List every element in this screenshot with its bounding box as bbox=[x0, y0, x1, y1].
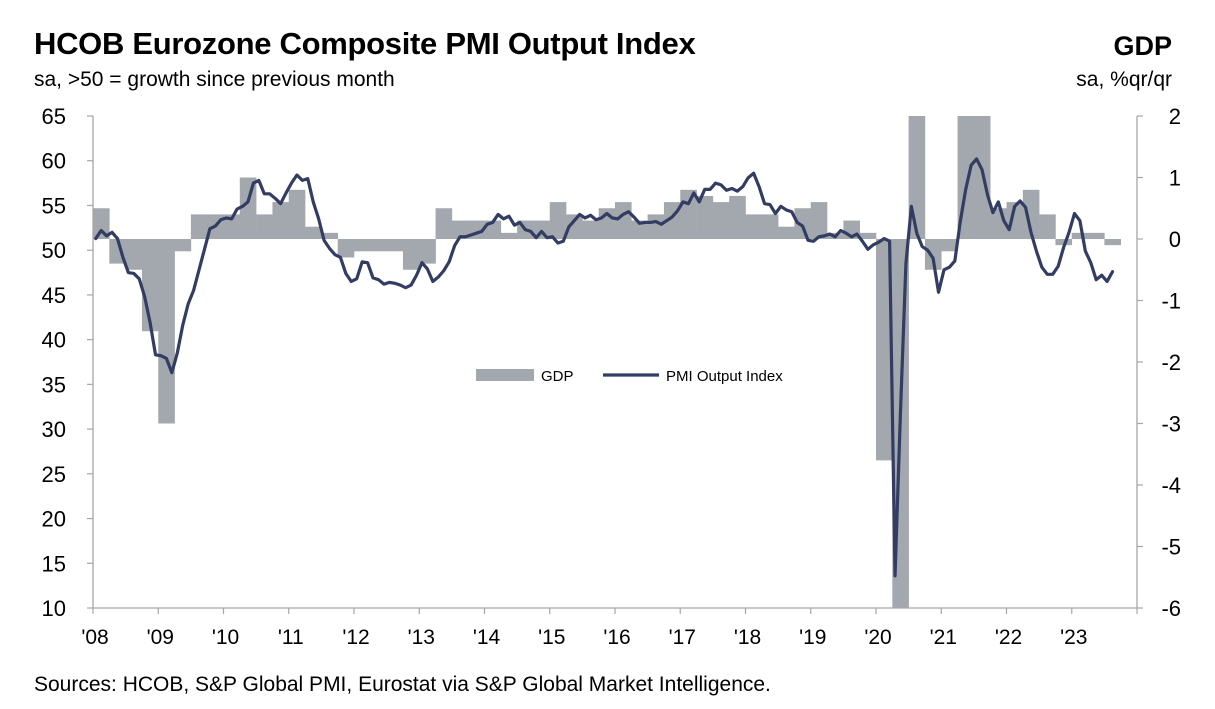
gdp-bar-2017Q1 bbox=[680, 189, 697, 239]
left-tick-label: 15 bbox=[42, 551, 66, 576]
gdp-bar-2016Q2 bbox=[631, 220, 648, 239]
x-tick-label: '21 bbox=[930, 626, 957, 649]
x-tick-label: '22 bbox=[995, 626, 1022, 649]
left-tick-label: 40 bbox=[42, 328, 66, 353]
right-tick-label: -6 bbox=[1161, 596, 1181, 621]
gdp-bar-2015Q3 bbox=[582, 220, 599, 239]
x-tick-label: '14 bbox=[473, 626, 501, 649]
gdp-bar-2017Q3 bbox=[712, 202, 730, 239]
gdp-bar-2015Q2 bbox=[566, 214, 583, 239]
left-tick-label: 10 bbox=[42, 596, 66, 621]
gdp-bar-2011Q1 bbox=[288, 189, 306, 239]
gdp-bar-2015Q1 bbox=[549, 202, 567, 239]
x-tick-label: '09 bbox=[147, 626, 174, 649]
right-tick-label: -3 bbox=[1161, 412, 1181, 437]
gdp-bar-2017Q2 bbox=[696, 195, 714, 239]
gdp-bar-2011Q3 bbox=[321, 232, 338, 239]
left-tick-label: 30 bbox=[42, 417, 66, 442]
x-tick-label: '08 bbox=[81, 626, 108, 649]
gdp-bar-2011Q2 bbox=[305, 226, 322, 239]
right-tick-label: -1 bbox=[1161, 289, 1181, 314]
right-tick-label: -5 bbox=[1161, 535, 1181, 560]
gdp-bar-2009Q3 bbox=[190, 214, 208, 239]
gdp-bar-2009Q2 bbox=[174, 239, 192, 252]
left-tick-label: 60 bbox=[42, 149, 66, 174]
gdp-bar-2018Q1 bbox=[745, 214, 763, 239]
x-tick-label: '17 bbox=[669, 626, 696, 649]
gdp-bar-2010Q4 bbox=[272, 202, 290, 239]
gdp-bar-2009Q1 bbox=[158, 239, 175, 424]
x-tick-label: '19 bbox=[799, 626, 826, 649]
left-tick-label: 35 bbox=[42, 372, 66, 397]
source-note: Sources: HCOB, S&P Global PMI, Eurostat … bbox=[34, 673, 771, 696]
x-tick-label: '18 bbox=[734, 626, 761, 649]
right-tick-label: -4 bbox=[1161, 473, 1181, 498]
gdp-bar-2013Q3 bbox=[451, 220, 469, 239]
gdp-bar-2012Q2 bbox=[370, 239, 387, 252]
gdp-bar-2019Q4 bbox=[859, 232, 877, 239]
gdp-bar-2011Q4 bbox=[337, 239, 355, 258]
right-axis-subtitle: sa, %qr/qr bbox=[1076, 68, 1172, 91]
pmi-layer bbox=[94, 157, 1115, 578]
right-tick-label: 2 bbox=[1169, 104, 1181, 129]
x-tick-label: '12 bbox=[342, 626, 369, 649]
chart-title: HCOB Eurozone Composite PMI Output Index bbox=[34, 26, 696, 61]
left-tick-label: 25 bbox=[42, 462, 66, 487]
legend-pmi-label: PMI Output Index bbox=[666, 368, 783, 385]
right-tick-label: 1 bbox=[1169, 166, 1181, 191]
x-tick-label: '15 bbox=[538, 626, 565, 649]
gdp-bar-2010Q1 bbox=[223, 214, 241, 239]
right-axis-title: GDP bbox=[1113, 31, 1172, 61]
gdp-bar-2016Q3 bbox=[647, 214, 665, 239]
gdp-bar-2019Q1 bbox=[810, 202, 828, 239]
pmi-output-line bbox=[94, 157, 1115, 578]
gdp-bar-2018Q3 bbox=[778, 226, 795, 239]
left-tick-label: 20 bbox=[42, 507, 66, 532]
legend-gdp-swatch bbox=[476, 369, 534, 381]
gdp-bar-2008Q3 bbox=[125, 239, 143, 270]
legend: GDP PMI Output Index bbox=[476, 368, 783, 385]
gdp-bar-2010Q3 bbox=[256, 214, 273, 239]
right-tick-label: 0 bbox=[1169, 227, 1181, 252]
gdp-bar-2012Q3 bbox=[386, 239, 404, 252]
gdp-bar-2023Q3 bbox=[1104, 239, 1121, 246]
gdp-bar-2022Q3 bbox=[1039, 214, 1056, 239]
gdp-bar-2022Q4 bbox=[1055, 239, 1073, 246]
left-tick-label: 55 bbox=[42, 193, 66, 218]
gdp-bar-2023Q1 bbox=[1071, 232, 1089, 239]
gdp-bar-2013Q2 bbox=[435, 208, 453, 239]
gdp-bar-2012Q4 bbox=[402, 239, 420, 270]
gdp-bar-2008Q1 bbox=[93, 208, 110, 239]
gdp-bar-2010Q2 bbox=[239, 177, 257, 239]
right-tick-label: -2 bbox=[1161, 350, 1181, 375]
gdp-bar-2021Q1 bbox=[941, 239, 958, 252]
gdp-bar-2020Q1 bbox=[876, 239, 893, 461]
gdp-bar-2014Q2 bbox=[500, 232, 518, 239]
left-tick-label: 45 bbox=[42, 283, 66, 308]
left-tick-label: 65 bbox=[42, 104, 66, 129]
gdp-bar-2017Q4 bbox=[729, 195, 746, 239]
gdp-bar-2016Q1 bbox=[615, 202, 632, 239]
gdp-bar-2013Q1 bbox=[419, 239, 436, 264]
gdp-bar-2020Q4 bbox=[924, 239, 942, 270]
gdp-bar-2018Q4 bbox=[794, 208, 812, 239]
gdp-bar-2022Q2 bbox=[1022, 189, 1040, 239]
x-tick-label: '11 bbox=[278, 626, 304, 649]
gdp-bar-2012Q1 bbox=[354, 239, 371, 252]
gdp-bar-2018Q2 bbox=[761, 214, 779, 239]
x-tick-label: '13 bbox=[408, 626, 435, 649]
axes: 656055504540353025201510210-1-2-3-4-5-6'… bbox=[42, 104, 1181, 649]
left-axis-subtitle: sa, >50 = growth since previous month bbox=[34, 68, 395, 91]
legend-gdp-label: GDP bbox=[541, 368, 574, 385]
x-tick-label: '16 bbox=[603, 626, 630, 649]
left-tick-label: 50 bbox=[42, 238, 66, 263]
x-tick-label: '20 bbox=[864, 626, 891, 649]
gdp-bar-2023Q2 bbox=[1088, 232, 1105, 239]
x-tick-label: '10 bbox=[212, 626, 239, 649]
x-tick-label: '23 bbox=[1060, 626, 1087, 649]
